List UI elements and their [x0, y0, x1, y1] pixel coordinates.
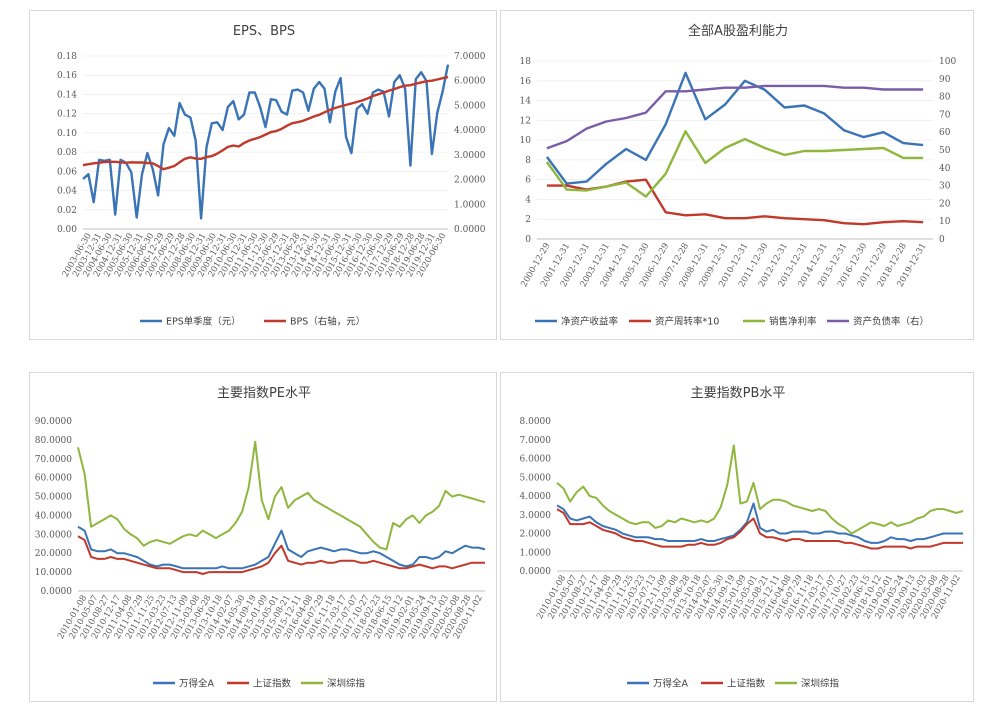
y-left-tick-label: 2.0000	[520, 530, 552, 540]
y-left-tick-label: 60.0000	[35, 474, 72, 484]
y-right-tick-label: 100	[939, 57, 956, 67]
y-right-tick-label: 30	[939, 182, 951, 192]
y-right-tick-label: 0	[939, 235, 945, 245]
y-left-tick-label: 7.0000	[520, 436, 552, 446]
y-left-tick-label: 0.02	[57, 206, 77, 216]
y-left-tick-label: 40.0000	[35, 511, 72, 521]
series-line-2	[556, 444, 964, 535]
legend-label-0: 净资产收益率	[561, 316, 619, 328]
legend-label-3: 资产负债率（右）	[853, 316, 929, 328]
chart-title: 全部A股盈利能力	[688, 23, 788, 39]
y-left-tick-label: 0.0000	[520, 567, 552, 577]
chart-title: 主要指数PE水平	[217, 386, 311, 401]
y-left-tick-label: 0.08	[57, 148, 77, 158]
y-right-tick-label: 20	[939, 199, 951, 209]
y-right-tick-label: 10	[939, 217, 951, 227]
y-left-tick-label: 70.0000	[35, 455, 72, 465]
y-right-tick-label: 50	[939, 146, 951, 156]
y-left-tick-label: 4	[525, 195, 531, 205]
y-left-tick-label: 4.0000	[520, 492, 552, 502]
y-left-tick-label: 6.0000	[520, 455, 552, 465]
y-left-tick-label: 8	[525, 156, 531, 166]
y-left-tick-label: 8.0000	[520, 417, 552, 427]
y-left-tick-label: 2	[525, 215, 531, 225]
legend-label-2: 深圳综指	[327, 678, 366, 690]
series-line-0	[77, 525, 486, 570]
y-left-tick-label: 6	[525, 176, 531, 186]
y-left-tick-label: 0.06	[57, 167, 77, 177]
y-right-tick-label: 3.0000	[454, 151, 486, 161]
legend-label-0: EPS单季度（元）	[166, 316, 241, 328]
legend-label-0: 万得全A	[653, 678, 689, 690]
y-left-tick-label: 0	[525, 235, 531, 245]
y-right-tick-label: 60	[939, 128, 951, 138]
legend-label-0: 万得全A	[179, 678, 215, 690]
pb-chart: 主要指数PB水平 0.0000 1.0000 2.0000 3.0000 4.0000 5.…	[520, 386, 964, 690]
y-left-tick-label: 10	[520, 136, 532, 146]
y-left-tick-label: 3.0000	[520, 511, 552, 521]
y-left-tick-label: 50.0000	[35, 493, 72, 503]
legend-label-1: BPS（右轴，元）	[290, 316, 365, 328]
pe-chart: 主要指数PE水平 0.0000 10.0000 20.0000 30.0000 40.00…	[35, 386, 486, 690]
y-right-tick-label: 7.0000	[454, 52, 486, 62]
pe-chart-panel: 主要指数PE水平 0.0000 10.0000 20.0000 30.0000 40.00…	[29, 372, 497, 702]
y-left-tick-label: 0.18	[57, 52, 77, 62]
y-right-tick-label: 5.0000	[454, 101, 486, 111]
y-right-tick-label: 70	[939, 110, 951, 120]
y-left-tick-label: 1.0000	[520, 548, 552, 558]
series-line-1	[556, 508, 963, 550]
profitability-chart: 全部A股盈利能力 0 2 4 6 8 10 12 14 16 18 0 10 20 30 40 50 60 70 80…	[519, 23, 956, 328]
chart-title: 主要指数PB水平	[691, 386, 786, 401]
series-line-3	[546, 84, 924, 150]
legend-label-2: 销售净利率	[769, 316, 817, 328]
y-left-tick-label: 0.04	[57, 187, 77, 197]
y-left-tick-label: 0.14	[57, 90, 77, 100]
y-left-tick-label: 20.0000	[35, 549, 72, 559]
y-left-tick-label: 80.0000	[35, 436, 72, 446]
y-left-tick-label: 30.0000	[35, 530, 72, 540]
y-left-tick-label: 5.0000	[520, 473, 552, 483]
y-left-tick-label: 10.0000	[35, 568, 72, 578]
y-left-tick-label: 0.10	[57, 129, 77, 139]
eps-bps-chart-panel: EPS、BPS 0.00 0.02 0.04 0.06 0.08 0.10 0.12 0.14 0…	[29, 10, 497, 340]
y-right-tick-label: 80	[939, 93, 951, 103]
pb-chart-panel: 主要指数PB水平 0.0000 1.0000 2.0000 3.0000 4.0000 5.…	[500, 372, 974, 702]
series-line-1	[77, 535, 485, 575]
y-right-tick-label: 0.0000	[454, 225, 486, 235]
legend-label-1: 资产周转率*10	[655, 316, 719, 328]
y-left-tick-label: 90.0000	[35, 417, 72, 427]
eps-bps-chart: EPS、BPS 0.00 0.02 0.04 0.06 0.08 0.10 0.12 0.14 0…	[57, 24, 486, 328]
legend-label-1: 上证指数	[727, 678, 766, 690]
y-left-tick-label: 12	[520, 116, 531, 126]
y-left-tick-label: 16	[520, 77, 532, 87]
y-left-tick-label: 0.16	[57, 71, 77, 81]
y-left-tick-label: 0.0000	[41, 587, 73, 597]
y-left-tick-label: 18	[520, 57, 532, 67]
series-line-0	[82, 64, 450, 220]
profitability-chart-panel: 全部A股盈利能力 0 2 4 6 8 10 12 14 16 18 0 10 20 30 40 50 60 70 80…	[500, 10, 974, 340]
chart-title: EPS、BPS	[233, 24, 295, 39]
series-line-2	[545, 129, 924, 198]
y-right-tick-label: 40	[939, 164, 951, 174]
y-right-tick-label: 4.0000	[454, 126, 486, 136]
y-right-tick-label: 2.0000	[454, 176, 486, 186]
y-right-tick-label: 1.0000	[454, 200, 486, 210]
y-right-tick-label: 90	[939, 75, 951, 85]
y-left-tick-label: 14	[520, 97, 532, 107]
y-left-tick-label: 0.12	[57, 110, 77, 120]
legend-label-1: 上证指数	[253, 678, 292, 690]
series-line-0	[556, 502, 963, 544]
y-left-tick-label: 0.00	[57, 225, 77, 235]
y-right-tick-label: 6.0000	[454, 77, 486, 87]
series-line-2	[77, 440, 486, 551]
series-line-0	[545, 71, 924, 185]
series-line-1	[82, 75, 449, 171]
legend-label-2: 深圳综指	[801, 678, 840, 690]
